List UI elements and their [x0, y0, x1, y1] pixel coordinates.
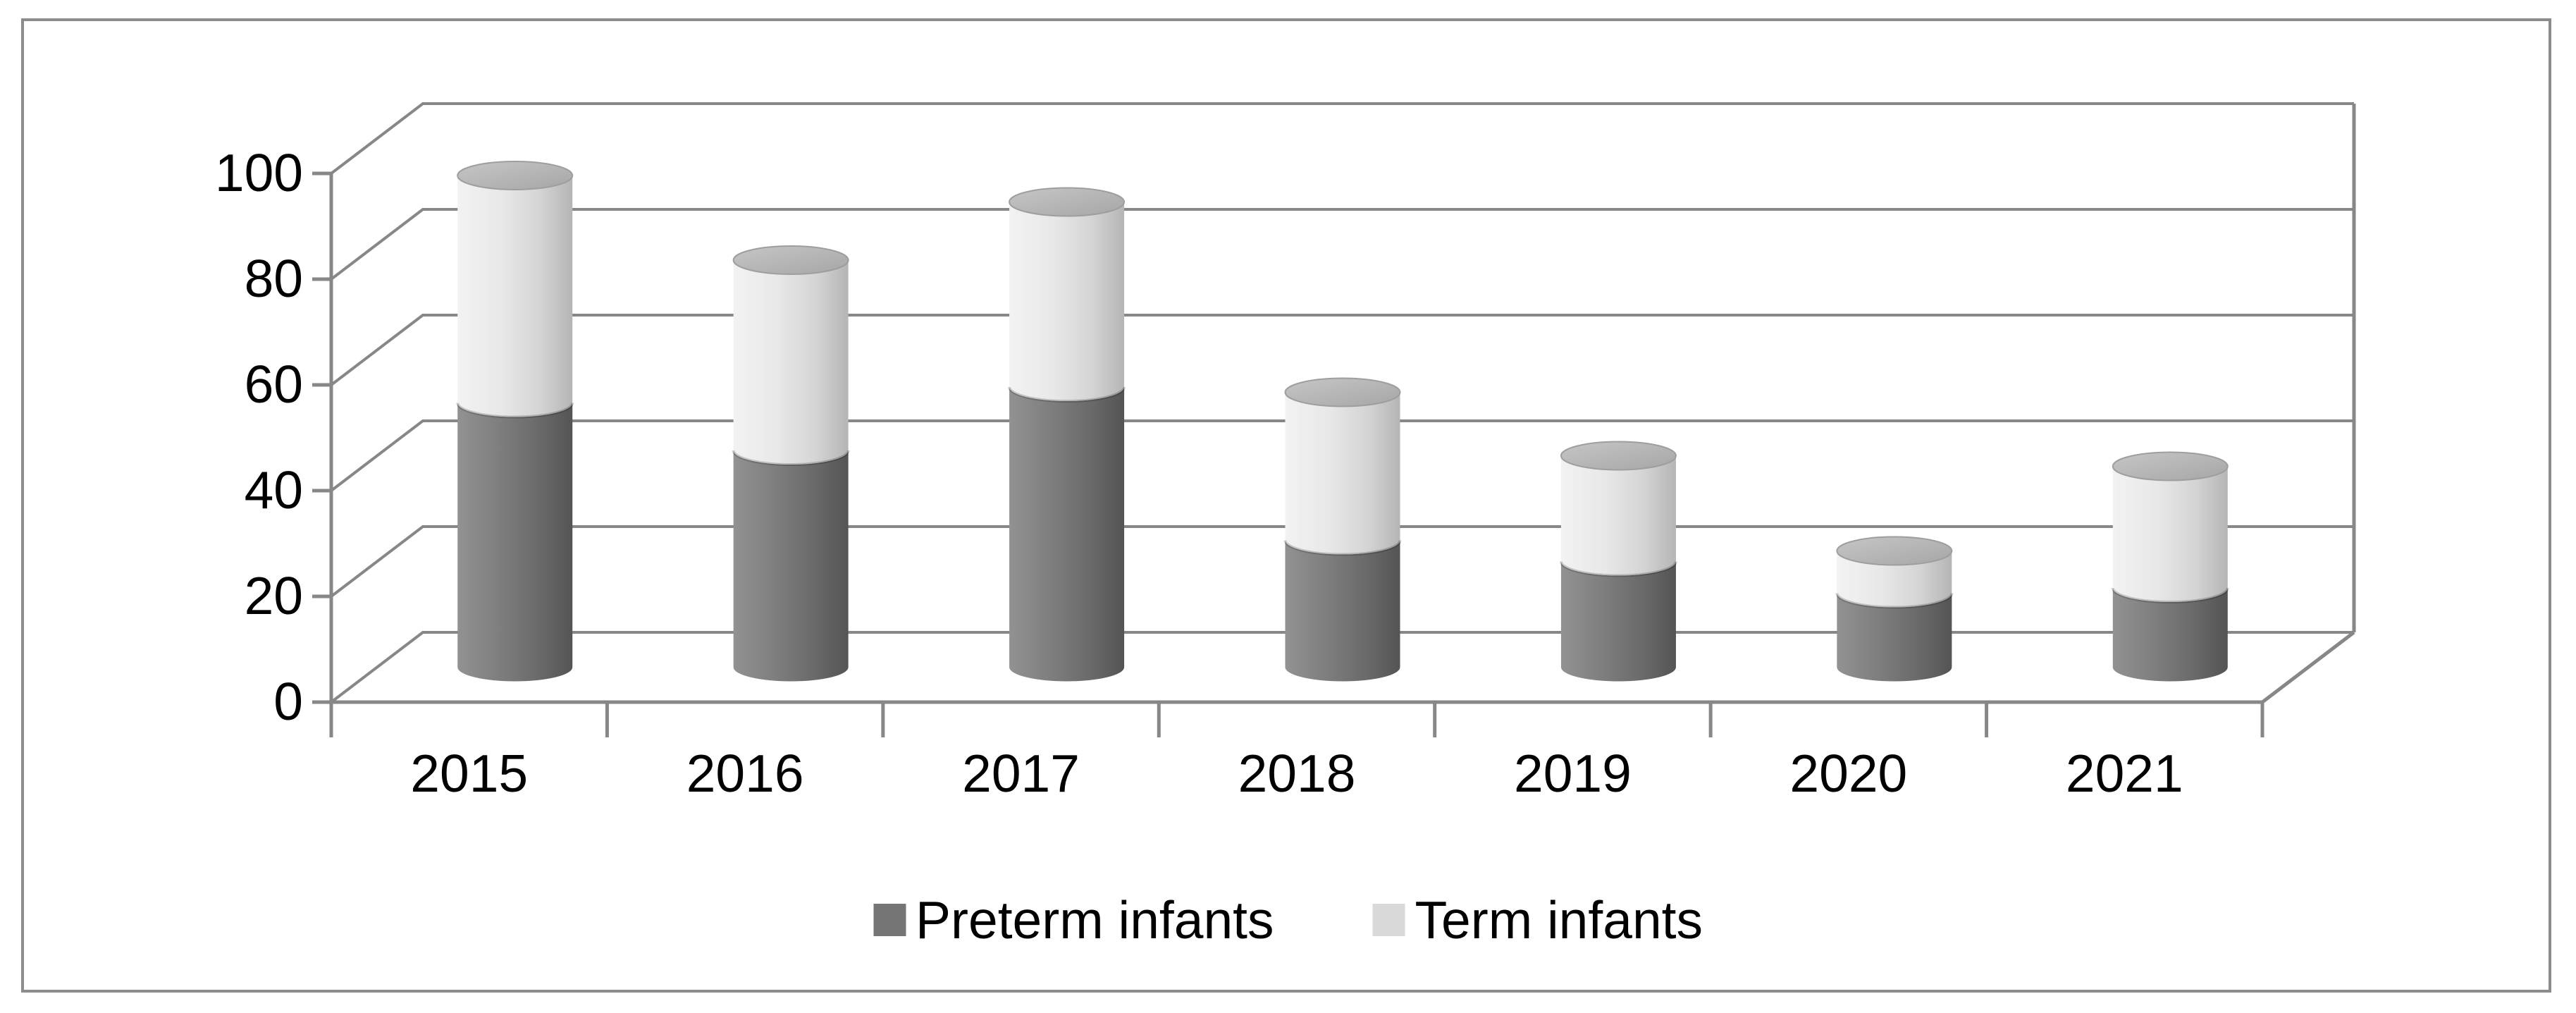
- bar-top-cap: [2112, 451, 2229, 481]
- y-tick-marks: [312, 171, 331, 704]
- x-tick-label-2018: 2018: [1238, 744, 1356, 803]
- legend-item-term: Term infants: [1372, 890, 1703, 950]
- y-tick-label-100: 100: [214, 143, 303, 202]
- y-tick-label-80: 80: [244, 249, 303, 308]
- legend-item-preterm: Preterm infants: [873, 890, 1274, 950]
- x-tick-marks: [329, 702, 2264, 737]
- x-tick-label-2017: 2017: [962, 744, 1080, 803]
- legend-swatch-preterm: [873, 904, 906, 936]
- bar-top-cap: [1009, 187, 1126, 217]
- bar-2020: [1835, 536, 1954, 682]
- bar-top-cap: [1284, 377, 1401, 407]
- bar-top-cap: [1560, 441, 1677, 471]
- bar-2019: [1559, 441, 1677, 682]
- x-tick-label-2019: 2019: [1513, 744, 1632, 803]
- y-tick-label-20: 20: [244, 566, 303, 625]
- y-tick-label-60: 60: [244, 355, 303, 414]
- bar-2021: [2111, 451, 2229, 682]
- bar-2015: [456, 161, 574, 682]
- gridlines: [330, 102, 2354, 704]
- legend-label: Term infants: [1415, 890, 1703, 950]
- bar-top-cap: [457, 161, 574, 190]
- gridline-80: [330, 208, 2354, 281]
- gridline-100: [330, 102, 2354, 175]
- bars: [456, 161, 2229, 682]
- y-tick-label-0: 0: [273, 672, 303, 731]
- bar-2016: [732, 245, 850, 682]
- x-tick-label-2015: 2015: [410, 744, 529, 803]
- bar-top-cap: [732, 245, 849, 275]
- legend-label: Preterm infants: [915, 890, 1274, 950]
- legend-swatch-term: [1372, 904, 1405, 936]
- bar-2018: [1283, 377, 1402, 682]
- y-tick-label-40: 40: [244, 460, 303, 520]
- axes: [329, 104, 2356, 704]
- floor-right-edge: [2261, 631, 2355, 704]
- x-tick-label-2020: 2020: [1789, 744, 1908, 803]
- x-tick-label-2016: 2016: [686, 744, 804, 803]
- gridline-60: [330, 314, 2354, 386]
- x-tick-label-2021: 2021: [2065, 744, 2183, 803]
- chart-legend: Preterm infants Term infants: [873, 890, 1703, 950]
- bar-2017: [1008, 187, 1126, 682]
- gridline-0: [330, 631, 2354, 704]
- gridline-20: [330, 525, 2354, 598]
- bar-top-cap: [1836, 536, 1953, 566]
- gridline-40: [330, 419, 2354, 492]
